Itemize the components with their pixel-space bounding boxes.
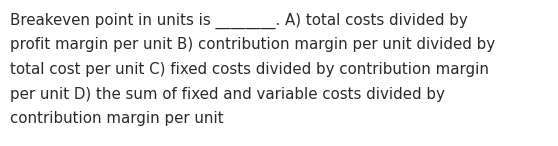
Text: contribution margin per unit: contribution margin per unit: [10, 111, 224, 126]
Text: Breakeven point in units is ________. A) total costs divided by: Breakeven point in units is ________. A)…: [10, 13, 468, 29]
Text: per unit D) the sum of fixed and variable costs divided by: per unit D) the sum of fixed and variabl…: [10, 86, 445, 101]
Text: total cost per unit C) fixed costs divided by contribution margin: total cost per unit C) fixed costs divid…: [10, 62, 489, 77]
Text: profit margin per unit B) contribution margin per unit divided by: profit margin per unit B) contribution m…: [10, 38, 495, 53]
